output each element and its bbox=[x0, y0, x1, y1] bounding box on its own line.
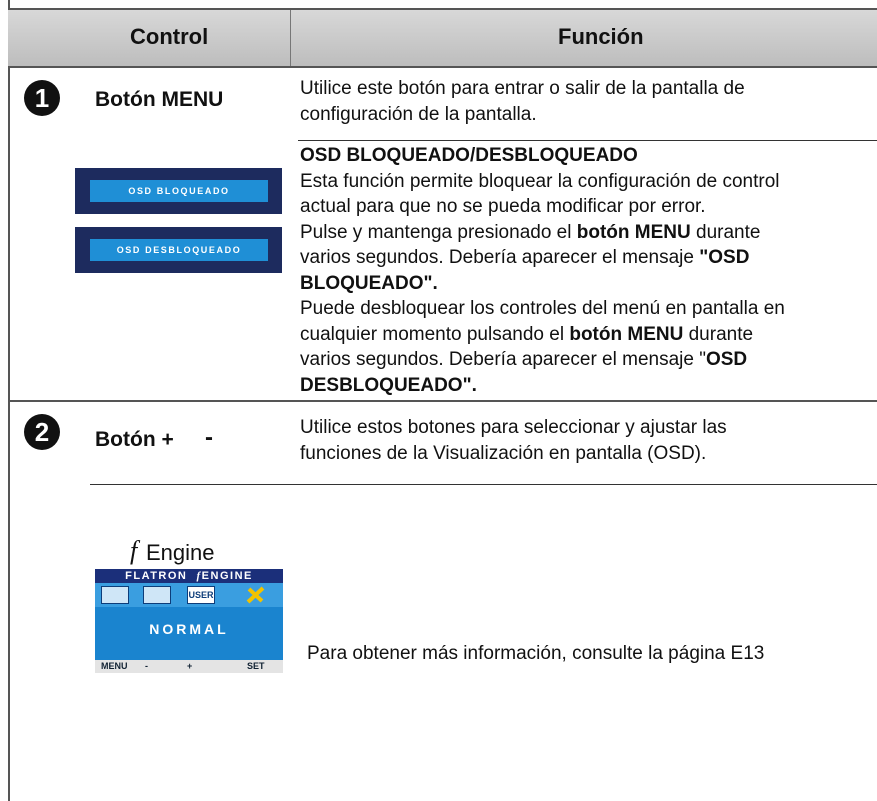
osd-label: OSD DESBLOQUEADO bbox=[90, 239, 268, 261]
bold-text: botón MENU bbox=[576, 221, 691, 243]
icon bbox=[101, 586, 129, 604]
row-separator bbox=[8, 400, 877, 402]
text-line: DESBLOQUEADO". bbox=[300, 373, 785, 399]
text-line: varios segundos. Debería aparecer el men… bbox=[300, 245, 785, 271]
bold-text: "OSD bbox=[699, 247, 750, 268]
row-number: 1 bbox=[24, 80, 60, 116]
set: SET bbox=[247, 661, 265, 671]
osd-button: OSD DESBLOQUEADO bbox=[75, 227, 282, 273]
text: durante bbox=[683, 323, 754, 345]
row-number: 2 bbox=[24, 414, 60, 450]
text-line: Utilice este botón para entrar o salir d… bbox=[300, 78, 745, 99]
text-line: configuración de la pantalla. bbox=[300, 103, 537, 125]
header-control: Control bbox=[130, 24, 209, 49]
fengine-label: Engine bbox=[146, 540, 215, 565]
text-line: funciones de la Visualización en pantall… bbox=[300, 442, 707, 464]
header-function: Función bbox=[558, 24, 644, 49]
minus: - bbox=[145, 661, 148, 671]
text-line: varios segundos. Debería aparecer el men… bbox=[300, 347, 785, 373]
fengine-prefix: f bbox=[130, 536, 138, 565]
separator bbox=[298, 140, 877, 141]
text: actual para que no se pueda modificar po… bbox=[300, 196, 706, 217]
text: cualquier momento pulsando el bbox=[300, 323, 570, 345]
header-divider bbox=[290, 10, 291, 66]
text-line: Esta función permite bloquear la configu… bbox=[300, 169, 785, 195]
table-header bbox=[8, 8, 877, 68]
separator bbox=[90, 484, 877, 485]
bold-text: OSD bbox=[705, 349, 748, 370]
text-line: cualquier momento pulsando el botón MENU… bbox=[300, 322, 785, 348]
plus: + bbox=[187, 661, 193, 671]
text-line: actual para que no se pueda modificar po… bbox=[300, 194, 785, 220]
mode-prefix: f bbox=[196, 570, 202, 582]
control-minus: - bbox=[205, 424, 213, 451]
osd-title: OSD BLOQUEADO/DESBLOQUEADO bbox=[300, 145, 638, 166]
text: varios segundos. Debería aparecer el men… bbox=[300, 349, 706, 370]
control-name: Botón MENU bbox=[95, 88, 224, 111]
osd-label: OSD BLOQUEADO bbox=[90, 180, 268, 202]
button-bar: MENU - + SET bbox=[95, 660, 283, 673]
icon bbox=[143, 586, 171, 604]
text: Puede desbloquear los controles del menú… bbox=[300, 298, 785, 319]
bold-text: DESBLOQUEADO". bbox=[300, 374, 477, 396]
text: varios segundos. Debería aparecer el men… bbox=[300, 247, 700, 268]
menu: MENU bbox=[101, 661, 128, 671]
icon-row: USER bbox=[95, 583, 283, 607]
osd-description: OSD BLOQUEADO/DESBLOQUEADO Esta función … bbox=[300, 143, 785, 398]
text-line: Puede desbloquear los controles del menú… bbox=[300, 296, 785, 322]
tool-icon bbox=[246, 586, 265, 604]
note: Para obtener más información, consulte l… bbox=[307, 643, 765, 664]
mode: NORMAL bbox=[149, 621, 229, 637]
text: Esta función permite bloquear la configu… bbox=[300, 170, 780, 192]
description: Utilice este botón para entrar o salir d… bbox=[300, 76, 745, 127]
brand: FLATRON bbox=[125, 570, 188, 582]
user-icon: USER bbox=[187, 586, 215, 604]
control-name: Botón + bbox=[95, 428, 174, 451]
panel-title: FLATRON fENGINE bbox=[95, 569, 283, 583]
description: Utilice estos botones para seleccionar y… bbox=[300, 415, 727, 466]
bold-text: BLOQUEADO". bbox=[300, 272, 438, 294]
fengine-panel: FLATRON fENGINE USER NORMAL MENU - + SET bbox=[95, 569, 283, 673]
mode-title: ENGINE bbox=[201, 570, 253, 582]
text-line: Pulse y mantenga presionado el botón MEN… bbox=[300, 220, 785, 246]
text: Pulse y mantenga presionado el bbox=[300, 221, 577, 243]
bold-text: botón MENU bbox=[569, 323, 684, 345]
osd-button: OSD BLOQUEADO bbox=[75, 168, 282, 214]
text: durante bbox=[690, 221, 761, 243]
text-line: Utilice estos botones para seleccionar y… bbox=[300, 417, 727, 438]
text-line: BLOQUEADO". bbox=[300, 271, 785, 297]
